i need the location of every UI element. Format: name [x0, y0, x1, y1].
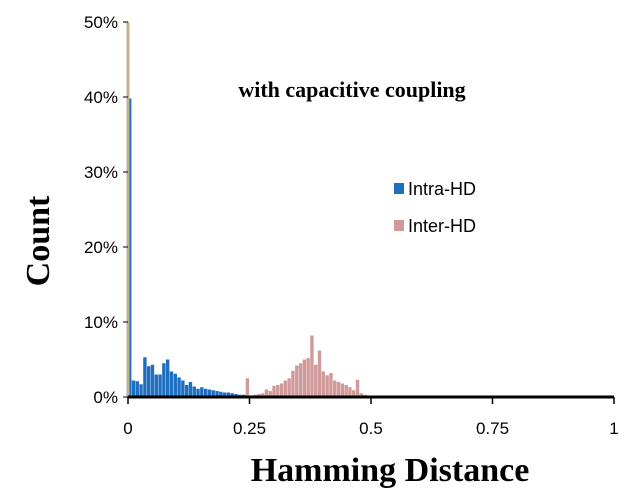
bar-intra: [226, 392, 231, 397]
bar-inter: [352, 390, 356, 397]
bar-inter: [340, 383, 345, 397]
bar-intra: [147, 366, 151, 397]
bar-intra: [165, 359, 170, 397]
legend-swatch-inter: [394, 220, 404, 231]
bar-inter: [276, 385, 280, 397]
bar-intra: [196, 388, 200, 397]
bar-intra: [181, 380, 185, 397]
legend: Intra-HD Inter-HD: [394, 179, 476, 236]
bar-intra: [222, 392, 227, 397]
bar-inter: [336, 382, 341, 397]
bar-intra: [177, 377, 181, 397]
bar-inter: [264, 389, 269, 397]
legend-label-intra: Intra-HD: [408, 179, 476, 199]
x-ticks: 0 0.25 0.5 0.75 1: [123, 397, 619, 438]
bar-intra: [158, 374, 162, 397]
y-tick-label: 40%: [84, 88, 118, 107]
bar-inter: [268, 391, 272, 397]
y-ticks: 0% 10% 20% 30% 40% 50%: [84, 13, 128, 407]
x-tick-label: 0: [123, 419, 132, 438]
series-0: [128, 98, 253, 397]
x-tick-label: 1: [609, 419, 618, 438]
x-tick-label: 0.5: [359, 419, 383, 438]
bar-intra: [150, 364, 155, 397]
y-tick-label: 20%: [84, 238, 118, 257]
bar-intra: [192, 386, 196, 397]
bar-intra: [200, 387, 204, 397]
bar-inter: [245, 378, 250, 397]
bar-intra: [143, 357, 147, 397]
bar-intra: [131, 380, 136, 397]
bar-intra: [169, 371, 174, 397]
legend-label-inter: Inter-HD: [408, 216, 476, 236]
y-axis-title: Count: [20, 195, 57, 286]
bar-intra: [135, 381, 139, 397]
bar-inter: [321, 371, 326, 397]
bar-intra: [162, 363, 166, 397]
x-tick-label: 0.25: [233, 419, 266, 438]
bar-intra: [188, 382, 193, 397]
bar-intra: [211, 390, 215, 397]
bar-inter: [325, 375, 329, 397]
bar-intra: [184, 385, 189, 397]
bar-intra: [203, 388, 208, 397]
series-1: [245, 335, 375, 397]
bar-inter: [260, 393, 265, 397]
bar-inter: [298, 363, 303, 397]
bar-inter: [287, 378, 291, 397]
x-tick-label: 0.75: [476, 419, 509, 438]
bar-inter: [279, 383, 284, 397]
bar-intra: [207, 389, 212, 397]
bar-inter: [348, 387, 352, 397]
bar-intra: [173, 373, 177, 397]
bar-inter: [329, 373, 333, 397]
x-axis-title: Hamming Distance: [251, 452, 530, 489]
legend-swatch-intra: [394, 183, 404, 194]
y-tick-label: 30%: [84, 163, 118, 182]
y-tick-label: 0%: [93, 388, 118, 407]
bar-inter: [306, 358, 310, 397]
bar-inter: [355, 379, 360, 397]
chart-title: with capacitive coupling: [238, 77, 465, 102]
y-tick-label: 10%: [84, 313, 118, 332]
bar-inter: [302, 359, 307, 397]
bar-inter: [333, 380, 337, 397]
bar-inter: [317, 350, 322, 397]
bar-intra: [230, 393, 234, 397]
bar-inter: [359, 393, 364, 397]
y-tick-label: 50%: [84, 13, 118, 32]
bar-intra: [219, 391, 223, 397]
bar-inter: [283, 380, 288, 397]
bar-intra: [139, 384, 143, 397]
bar-inter: [314, 364, 318, 397]
bars-layer: [128, 98, 375, 397]
bar-inter: [272, 385, 276, 397]
bar-intra: [128, 98, 132, 397]
bar-inter: [310, 335, 314, 397]
bar-intra: [215, 391, 219, 397]
bar-inter: [344, 385, 348, 397]
bar-inter: [291, 370, 295, 397]
bar-inter: [295, 365, 299, 397]
bar-intra: [154, 374, 158, 397]
